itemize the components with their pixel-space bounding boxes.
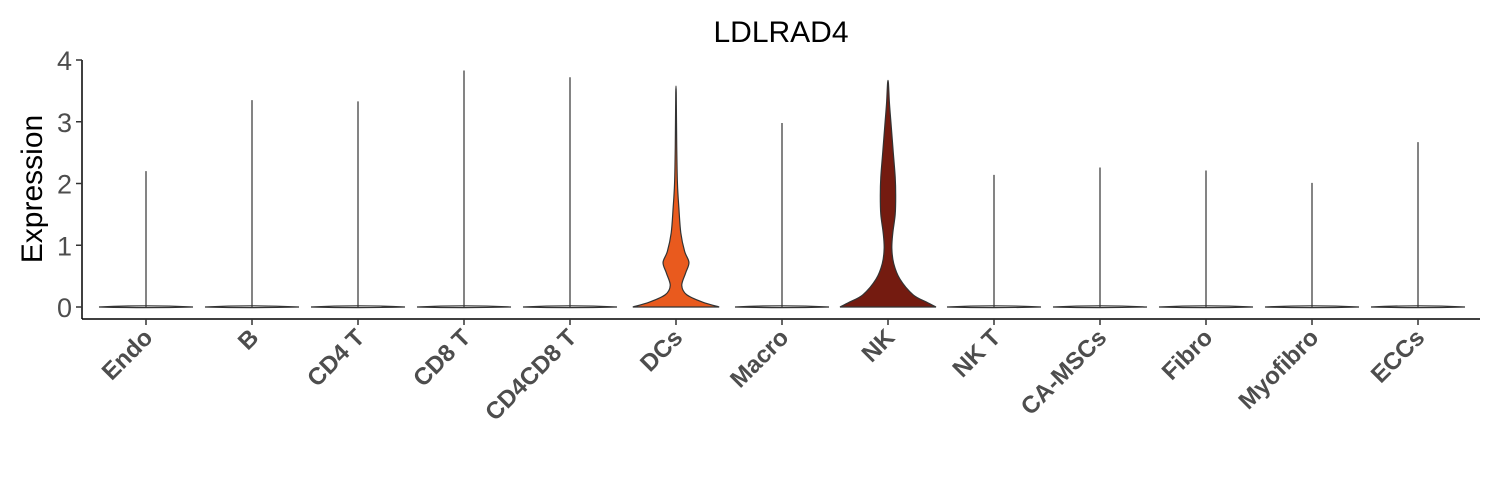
violin-group	[632, 85, 720, 308]
plot-area: 0 1 2 3 4 Endo B CD4 T CD8 T CD4CD8 T DCs Macro NK NK…	[57, 46, 1480, 426]
x-tick-label: NK	[857, 324, 901, 368]
violin-group	[416, 70, 512, 309]
violin-nk	[839, 79, 937, 308]
violin-group	[1052, 167, 1148, 309]
x-tick-label: Fibro	[1157, 324, 1219, 386]
y-tick-label: 4	[57, 46, 72, 76]
violin-group	[734, 122, 830, 309]
violin-group	[522, 77, 618, 309]
violin-group	[1264, 182, 1360, 309]
y-axis-label: Expression	[16, 115, 49, 263]
x-tick-label: CD4CD8 T	[480, 324, 582, 426]
violin-dcs	[632, 85, 720, 308]
y-tick-label: 1	[57, 231, 72, 261]
violin-group	[98, 171, 194, 309]
x-tick-label: DCs	[635, 324, 688, 377]
x-tick-label: Macro	[725, 324, 794, 393]
violin-group	[310, 101, 406, 309]
x-tick-label: NK T	[948, 324, 1007, 383]
x-tick-label: CD4 T	[302, 324, 370, 392]
x-tick-label: ECCs	[1366, 324, 1430, 388]
violin-group	[839, 79, 937, 308]
x-tick-label: CA-MSCs	[1016, 324, 1112, 420]
violin-group	[1370, 142, 1466, 309]
y-tick-label: 3	[57, 108, 72, 138]
x-tick-label: B	[233, 324, 264, 355]
x-tick-label: CD8 T	[408, 324, 476, 392]
violin-group	[946, 174, 1042, 309]
violin-group	[204, 100, 300, 309]
y-tick-label: 2	[57, 170, 72, 200]
chart-title: LDLRAD4	[713, 16, 848, 49]
x-tick-label: Myofibro	[1234, 324, 1325, 415]
y-tick-label: 0	[57, 293, 72, 323]
x-tick-label: Endo	[97, 324, 159, 386]
violin-group	[1158, 170, 1254, 309]
